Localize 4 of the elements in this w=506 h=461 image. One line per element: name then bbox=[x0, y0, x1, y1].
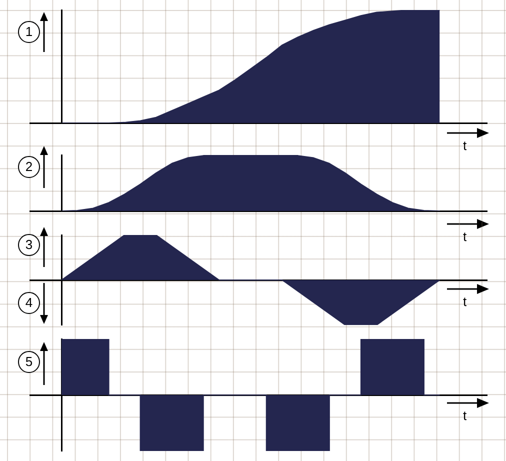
x-axis-title: t bbox=[463, 294, 467, 309]
x-axis-title: t bbox=[463, 229, 467, 244]
x-axis-title: t bbox=[463, 138, 467, 153]
x-axis-title: t bbox=[463, 408, 467, 423]
